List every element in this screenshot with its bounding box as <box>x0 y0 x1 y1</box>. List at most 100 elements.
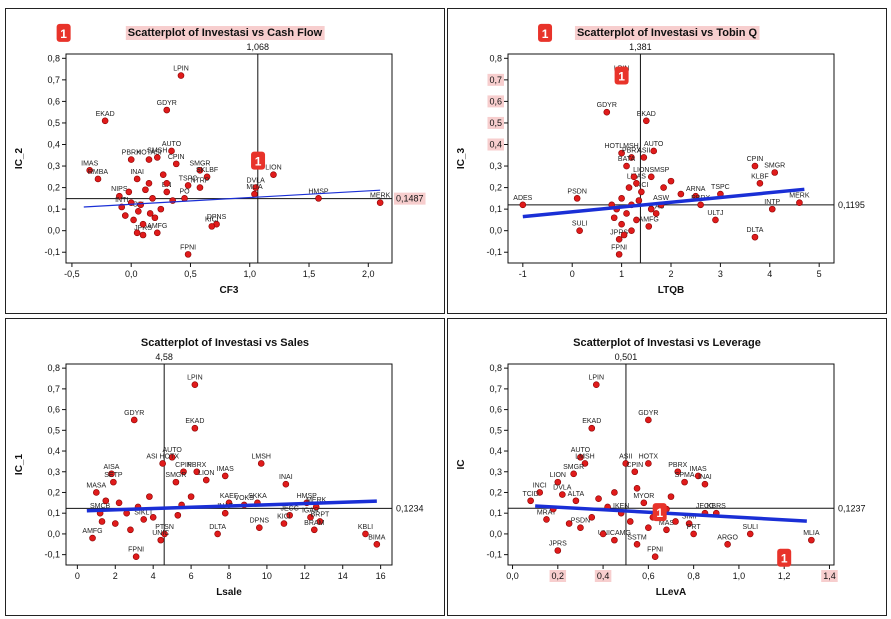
data-point <box>576 227 583 234</box>
data-point-label: CPIN <box>626 462 643 469</box>
data-point <box>310 526 318 534</box>
data-point-label: LION <box>198 470 214 477</box>
data-point-label: DVLA <box>553 485 572 492</box>
data-point-label: MERK <box>306 497 327 504</box>
y-tick-label: 0,0 <box>47 529 60 539</box>
tick-highlight <box>821 570 838 582</box>
annotation-badge-box <box>56 23 71 42</box>
data-point-label: HMSP <box>308 188 329 195</box>
reference-y-value: 0,1234 <box>396 503 424 513</box>
data-point-label: TSPC <box>711 184 730 191</box>
y-tick-label: 0,2 <box>489 487 502 497</box>
data-point <box>161 530 168 538</box>
data-point-label: LMSH <box>251 453 270 460</box>
data-point <box>615 251 623 258</box>
data-point <box>635 197 643 204</box>
data-point <box>677 190 685 198</box>
data-point-label: IGAR <box>302 507 319 514</box>
x-tick-label: 12 <box>300 571 310 581</box>
regression-line <box>535 504 807 523</box>
data-point <box>172 160 180 168</box>
plot-frame <box>507 363 835 566</box>
data-point <box>146 493 153 500</box>
data-point <box>623 210 630 217</box>
data-point <box>94 175 102 183</box>
x-tick-label: 0,2 <box>552 571 565 581</box>
data-point <box>153 229 161 237</box>
data-point <box>111 520 119 527</box>
chart-title: Scatterplot of Investasi vs Sales <box>141 337 309 349</box>
data-point <box>581 460 589 467</box>
tick-highlight <box>487 138 504 151</box>
data-point-label: TCID <box>522 491 538 498</box>
data-point-label: INTP <box>764 199 780 206</box>
data-point <box>191 381 199 389</box>
x-tick-label: 0,0 <box>506 571 519 581</box>
data-point <box>672 518 679 525</box>
y-tick-label: 0,8 <box>489 363 502 373</box>
data-point-label: UNICAMG <box>598 530 631 537</box>
data-point-label: LION <box>550 472 566 479</box>
data-point-label: ARGO <box>717 534 738 541</box>
annotation-badge-label: 1 <box>656 506 663 520</box>
annotation-badge-label: 1 <box>618 70 625 84</box>
data-point-label: INCI <box>533 482 547 489</box>
data-point-label: SKLBF <box>196 167 218 174</box>
reference-highlight <box>394 192 426 205</box>
data-point <box>127 156 135 163</box>
data-point-label: PBRX <box>187 462 206 469</box>
data-point-label: HOTASI <box>136 150 162 157</box>
tick-highlight <box>487 73 504 86</box>
data-point-label: SMGR <box>165 472 186 479</box>
x-tick-label: 1,2 <box>778 571 791 581</box>
regression-line <box>83 189 381 208</box>
data-point-label: SULI <box>572 221 588 228</box>
y-tick-label: -0,1 <box>44 550 60 560</box>
data-point-label: PBRX <box>622 147 641 154</box>
data-point <box>519 201 527 209</box>
chart-panel-sales: Scatterplot of Investasi vs Sales -0,1 0,0… <box>5 318 445 616</box>
data-point <box>196 167 204 174</box>
data-point <box>157 205 165 213</box>
data-point-label: HOTX <box>639 453 659 460</box>
data-point <box>184 251 192 258</box>
data-point <box>640 154 648 161</box>
data-point <box>652 210 660 217</box>
data-point-label: DLTA <box>747 227 764 234</box>
tick-highlight <box>594 570 612 582</box>
x-tick-label: 2,0 <box>362 269 375 279</box>
y-tick-label: 0,5 <box>489 118 502 128</box>
annotation-badge-box <box>652 503 667 522</box>
data-point <box>618 220 625 228</box>
data-point <box>163 106 171 114</box>
annotation-badge-label: 1 <box>255 155 262 169</box>
data-point-label: INAI <box>698 474 712 481</box>
x-tick-label: 14 <box>338 571 348 581</box>
data-point-label: SULI <box>742 524 758 531</box>
data-point <box>701 480 709 488</box>
data-point-label: BRAM <box>304 520 324 527</box>
data-point <box>618 149 625 157</box>
annotation-badge-box <box>538 23 553 42</box>
plot-frame <box>507 53 835 264</box>
y-tick-label: 0,6 <box>47 96 60 106</box>
data-point <box>163 179 171 187</box>
data-point <box>570 470 577 478</box>
data-point <box>577 524 584 532</box>
data-point-label: SETP <box>104 472 123 479</box>
data-point <box>685 520 693 527</box>
data-point-label: KLBF <box>751 173 769 180</box>
data-point-label: AMFG <box>639 216 659 223</box>
chart-title: Scatterplot of Investasi vs Tobin Q <box>577 27 758 39</box>
data-point-label: TSPC <box>179 175 198 182</box>
data-point <box>712 216 719 224</box>
x-tick-label: 2 <box>668 269 673 279</box>
data-point <box>256 524 263 532</box>
x-tick-label: 5 <box>817 269 822 279</box>
data-point-label: IMAS <box>690 466 707 473</box>
x-tick-label: 4 <box>767 269 772 279</box>
x-tick-label: 1,0 <box>733 571 746 581</box>
annotation-badge-box <box>251 151 266 170</box>
data-point-label: SPMA <box>675 472 695 479</box>
data-point <box>633 216 640 224</box>
